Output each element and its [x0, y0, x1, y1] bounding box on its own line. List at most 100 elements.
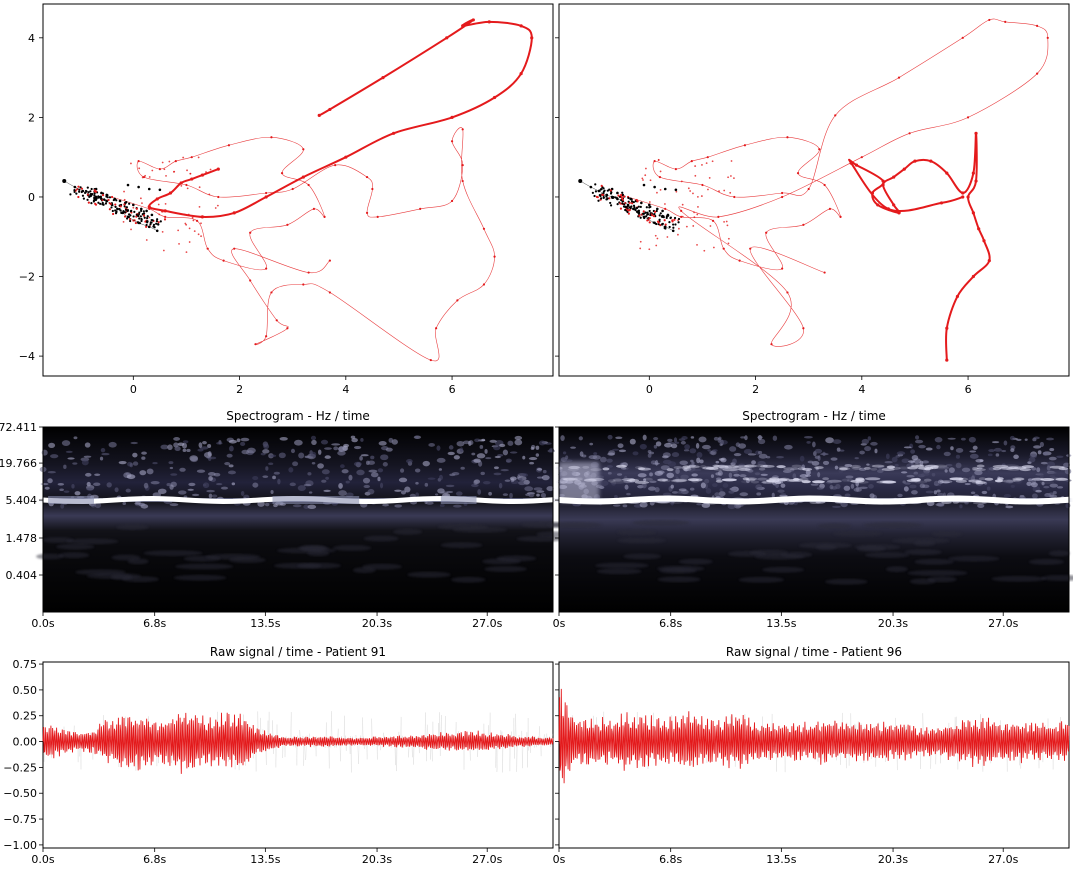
spectral-speckle: [897, 451, 905, 455]
spectral-speckle: [507, 441, 513, 446]
panel-spectrogram-right: Spectrogram - Hz / time 0s 6.8s 13.5s 20.3s…: [547, 409, 1073, 630]
spectral-speckle: [832, 506, 841, 508]
data-point: [706, 162, 708, 164]
spectral-speckle: [107, 482, 112, 487]
spectral-speckle: [356, 470, 364, 476]
spectral-speckle: [679, 488, 687, 491]
cluster-dot: [658, 219, 660, 221]
low-band-blotch: [111, 574, 133, 580]
spectral-speckle: [232, 482, 235, 485]
spectral-speckle: [825, 437, 834, 443]
highlight-point: [871, 191, 874, 194]
spectral-speckle: [325, 455, 331, 459]
data-point: [292, 188, 294, 190]
spectral-speckle: [204, 452, 212, 458]
data-point: [151, 170, 153, 172]
data-point: [680, 210, 682, 212]
low-band-blotch: [799, 542, 852, 548]
spectral-speckle: [274, 472, 280, 475]
spectral-speckle: [474, 439, 480, 443]
harmonic-streak: [725, 466, 733, 469]
highlight-point: [169, 191, 172, 194]
data-point: [786, 136, 788, 138]
spectral-speckle: [817, 487, 824, 490]
data-point: [329, 260, 331, 262]
harmonic-streak: [977, 465, 985, 468]
data-point: [696, 244, 698, 246]
x-tick-label: 27.0s: [472, 617, 502, 630]
cluster-dot: [623, 203, 625, 205]
spectral-speckle: [712, 449, 718, 452]
spectral-speckle: [751, 460, 756, 464]
highlight-point: [445, 36, 448, 39]
low-band-blotch: [547, 522, 602, 528]
cluster-dot: [599, 194, 601, 196]
data-point: [644, 174, 646, 176]
spectral-speckle: [307, 472, 311, 475]
cluster-dot: [151, 219, 153, 221]
harmonic-streak: [870, 468, 877, 471]
spectral-speckle: [690, 488, 694, 491]
low-band-blotch: [144, 550, 203, 556]
data-point: [739, 260, 741, 262]
data-point: [861, 156, 863, 158]
spectral-speckle: [241, 450, 249, 454]
cluster-dot: [115, 199, 117, 201]
data-point: [130, 163, 132, 165]
spectral-speckle: [1049, 448, 1054, 451]
spectral-speckle: [202, 441, 207, 444]
data-point: [182, 157, 184, 159]
spectral-speckle: [904, 482, 911, 484]
cluster-dot: [105, 202, 107, 204]
spectral-speckle: [833, 439, 842, 444]
spectral-speckle: [716, 461, 720, 464]
harmonic-streak: [949, 477, 963, 480]
x-tick-label: 6: [965, 383, 972, 396]
spectral-speckle: [190, 456, 198, 462]
cluster-dot: [642, 213, 644, 215]
spectral-speckle: [564, 459, 573, 462]
spectral-speckle: [340, 464, 345, 468]
spectral-speckle: [759, 454, 768, 459]
cluster-dot: [90, 202, 92, 204]
low-band-blotch: [679, 559, 713, 565]
data-point: [189, 241, 191, 243]
chart-title: Raw signal / time - Patient 91: [210, 645, 386, 659]
low-band-blotch: [595, 562, 648, 568]
spectral-speckle: [322, 469, 330, 474]
data-point: [199, 186, 201, 188]
highlight-point: [966, 195, 969, 198]
data-point: [302, 283, 304, 285]
spectral-speckle: [1040, 474, 1044, 479]
data-point: [664, 188, 667, 191]
spectral-speckle: [822, 452, 825, 456]
spectral-speckle: [718, 471, 723, 476]
spectral-speckle: [777, 489, 784, 492]
cluster-dot: [88, 201, 90, 203]
spectral-speckle: [655, 460, 658, 466]
data-point: [163, 250, 165, 252]
spectral-speckle: [354, 446, 361, 449]
data-point: [158, 214, 160, 216]
data-point: [639, 248, 641, 250]
cluster-dot: [594, 183, 596, 185]
data-point: [650, 179, 652, 181]
data-point: [797, 172, 799, 174]
low-band-blotch: [597, 568, 642, 574]
data-point: [723, 248, 725, 250]
cluster-dot: [638, 206, 640, 208]
highlight-point: [940, 201, 943, 204]
low-band-blotch: [1029, 559, 1064, 565]
spectral-speckle: [837, 448, 841, 452]
spectral-speckle: [758, 451, 762, 454]
data-point: [718, 190, 720, 192]
spectral-speckle: [321, 480, 326, 483]
spectral-speckle: [294, 440, 303, 446]
data-point: [694, 175, 696, 177]
spectral-speckle: [152, 462, 157, 464]
highlight-point: [156, 197, 159, 200]
spectral-speckle: [696, 457, 700, 463]
harmonic-streak: [635, 481, 649, 484]
spectral-speckle: [363, 478, 370, 484]
spectral-speckle: [684, 444, 690, 449]
